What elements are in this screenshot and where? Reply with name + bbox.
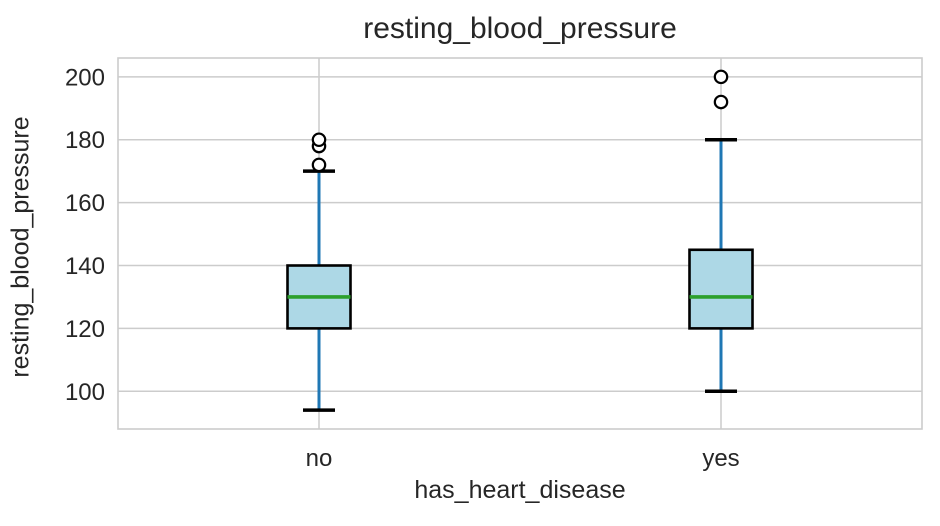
y-tick-label: 160: [65, 190, 105, 217]
x-tick-label: no: [306, 445, 333, 472]
y-tick-label: 140: [65, 253, 105, 280]
y-tick-label: 180: [65, 127, 105, 154]
plot-border: [117, 57, 923, 430]
x-axis-label: has_heart_disease: [414, 476, 626, 504]
outlier-point-yes: [713, 69, 729, 85]
outlier-point-no: [311, 157, 327, 173]
x-tick-label: yes: [702, 445, 739, 472]
outlier-point-no: [311, 132, 327, 148]
y-tick-label: 100: [65, 379, 105, 406]
y-tick-label: 200: [65, 64, 105, 91]
chart-title: resting_blood_pressure: [363, 12, 677, 45]
y-tick-label: 120: [65, 316, 105, 343]
box-yes: [688, 248, 754, 330]
y-axis-label: resting_blood_pressure: [6, 116, 35, 378]
outlier-point-yes: [713, 94, 729, 110]
